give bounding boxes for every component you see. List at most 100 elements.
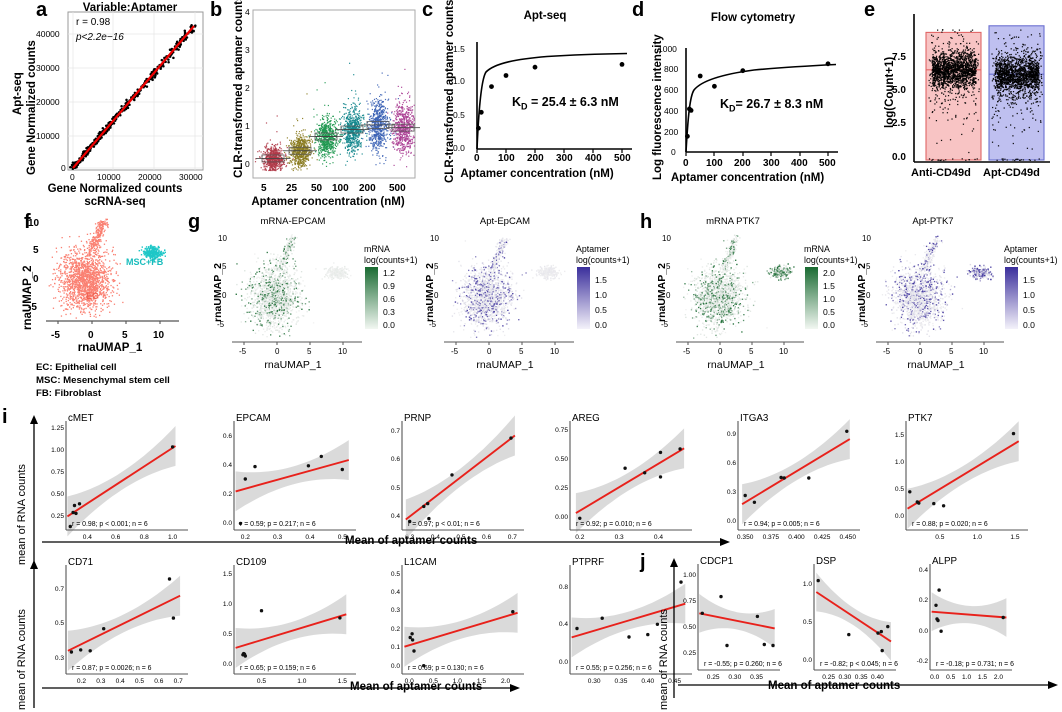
panel-g-plot-1-legend-tick-3: 0.0: [595, 320, 607, 330]
panel-e-ytick-2: 5.0: [892, 85, 906, 96]
panel-h-plot-0-legend-tick-1: 1.5: [823, 281, 835, 291]
panel-d: d Flow cytometry Log fluorescence intens…: [628, 0, 842, 212]
ytick: 0.25: [51, 512, 64, 520]
panel-g-plot-1-xtick-3: 10: [550, 347, 559, 356]
gene-title: AREG: [572, 413, 600, 424]
panel-c-title: Apt-seq: [523, 10, 567, 22]
xtick: 0.3: [273, 534, 283, 541]
xtick: 0.6: [482, 534, 492, 541]
panel-d-xtick-1: 100: [706, 158, 723, 169]
panel-a-ytick-1: 10000: [36, 131, 60, 141]
panel-h-plot-0-legend-title-1: mRNA: [804, 244, 830, 254]
panel-h-plot-1: Apt-PTK7 rnaUMAP_2 10 5 0 -5 -5 0 5 10 r…: [848, 212, 1062, 408]
panel-a-ylabel-1: Apt-seq: [12, 72, 24, 115]
xtick: 1.5: [476, 678, 487, 685]
panel-b-ytick-0: 0: [245, 159, 250, 169]
panel-e-ytick-0: 0.0: [892, 152, 906, 163]
plot-area: [65, 565, 188, 675]
ytick: 0.0: [726, 518, 736, 526]
ytick: 0.50: [51, 491, 64, 498]
ytick: 0.75: [683, 598, 696, 606]
panel-b-plot: [252, 9, 420, 179]
plot-area: [569, 421, 692, 533]
panel-d-label: d: [632, 0, 645, 21]
ytick: 1.0: [222, 601, 232, 608]
plot-area: [697, 564, 780, 671]
panel-h-plot-1-xtick-3: 10: [979, 347, 988, 356]
ytick: 0.4: [918, 567, 928, 575]
ytick: 0.4: [558, 621, 568, 629]
panel-g-plot-0-legend-title-1: mRNA: [364, 244, 390, 254]
panel-f-cluster-ec: EC: [86, 291, 99, 301]
correlation-stat: r = 0.97; p < 0.01; n = 6: [408, 521, 480, 528]
xtick: 2.0: [500, 678, 511, 685]
panel-g-plot-0-ytick-2: 5: [222, 262, 227, 271]
panel-c-xtick-5: 500: [614, 153, 631, 164]
panel-b-xtick-1: 25: [286, 183, 298, 194]
panel-f-cluster-mscfb: MSC+FB: [126, 257, 164, 267]
xtick: 0.425: [813, 534, 831, 541]
xtick: 1.5: [1010, 534, 1020, 541]
panel-a-xtick-2: 20000: [138, 172, 162, 182]
xtick: 0.7: [173, 678, 183, 685]
xtick: 0.350: [736, 534, 754, 541]
panel-c: c Apt-seq CLR-transformed aptamer counts…: [420, 0, 632, 212]
panel-a-ytick-0: 0: [61, 163, 66, 173]
xtick: 0.375: [762, 534, 780, 541]
panel-f-ytick-1: 0: [33, 274, 39, 285]
panel-h-label: h: [640, 211, 653, 233]
panel-a-xlabel-1: Gene Normalized counts: [47, 183, 183, 195]
correlation-stat: r = 0.98; p < 0.001; n = 6: [72, 521, 148, 528]
xtick: 0.40: [641, 678, 655, 685]
panel-h-plot-1-xtick-1: 0: [918, 347, 923, 356]
xtick: 0.4: [82, 534, 92, 541]
ytick: 1.25: [51, 425, 64, 433]
panel-g-plot-0-ytick-3: 10: [218, 234, 227, 243]
plot-area: [401, 565, 524, 675]
panel-a-xtick-1: 10000: [97, 172, 121, 182]
gene-title: PRNP: [404, 413, 432, 424]
panel-h-plot-1-ytick-0: -5: [861, 320, 869, 329]
panel-g-plot-1-legend-title-2: log(counts+1): [576, 255, 630, 265]
ytick: 0.5: [894, 485, 904, 493]
panel-h-plot-0-xlabel: rnaUMAP_1: [707, 359, 765, 371]
panel-b-ytick-1: 1: [245, 121, 250, 131]
ytick: 0.25: [555, 485, 568, 493]
panel-e-plot: [913, 14, 1050, 163]
panel-f: f rnaUMAP_2 10 5 0 -5 EC MSC+FB -5 0 5 1…: [0, 212, 188, 408]
ytick: 0.6: [222, 432, 232, 440]
ytick: 0.9: [726, 430, 736, 438]
ytick: 0.0: [222, 520, 232, 528]
panel-g-plot-1-legend-tick-1: 1.0: [595, 290, 607, 300]
panel-c-kd: KD = 25.4 ± 6.3 nM: [512, 95, 619, 112]
xtick: 0.4: [430, 534, 440, 541]
panel-h-plot-1-legend-tick-1: 1.0: [1023, 290, 1035, 300]
panel-g-plot-0-xtick-0: -5: [239, 347, 247, 356]
panel-h-plot-0-ytick-0: -5: [661, 320, 669, 329]
xtick: 0.4: [653, 534, 664, 541]
xtick: 0.450: [839, 534, 857, 541]
panel-g-plot-1: Apt-EpCAM rnaUMAP_2 10 5 0 -5 -5 0 5 10 …: [410, 212, 640, 408]
gene-title: PTK7: [908, 413, 933, 424]
xtick: 0.6: [111, 534, 121, 541]
correlation-stat: r = -0.18; p = 0.731; n = 6: [936, 661, 1014, 668]
panel-d-xtick-4: 400: [791, 158, 808, 169]
xtick: 0.0: [404, 678, 414, 685]
correlation-stat: r = -0.55; p = 0.260; n = 6: [704, 661, 782, 668]
ytick: 0.8: [558, 583, 568, 591]
panel-h-plot-1-legend-title-1: Aptamer: [1004, 244, 1038, 254]
panel-g-plot-1-xtick-1: 0: [487, 347, 492, 356]
panel-a: a Variable:Aptamer Apt-seq Gene Normaliz…: [0, 0, 208, 212]
panel-j-xaxis-arrow: [678, 681, 1058, 689]
panel-h-plot-0-legend-tick-4: 0.0: [823, 320, 835, 330]
panel-d-ytick-0: 0: [671, 147, 676, 157]
plot-area: [401, 415, 524, 540]
panel-a-xtick-0: 0: [70, 172, 75, 182]
correlation-stat: r = 0.59; p = 0.217; n = 6: [240, 521, 316, 528]
gene-title: CD71: [68, 557, 94, 568]
ytick: 0.6: [726, 459, 736, 467]
panel-a-ylabel-2: Gene Normalized counts: [26, 40, 38, 175]
panel-i-xlabel-row1: Mean of aptamer counts: [345, 535, 478, 547]
ytick: 0.7: [390, 428, 400, 436]
panel-h-plot-0-legend-tick-0: 2.0: [823, 268, 835, 278]
